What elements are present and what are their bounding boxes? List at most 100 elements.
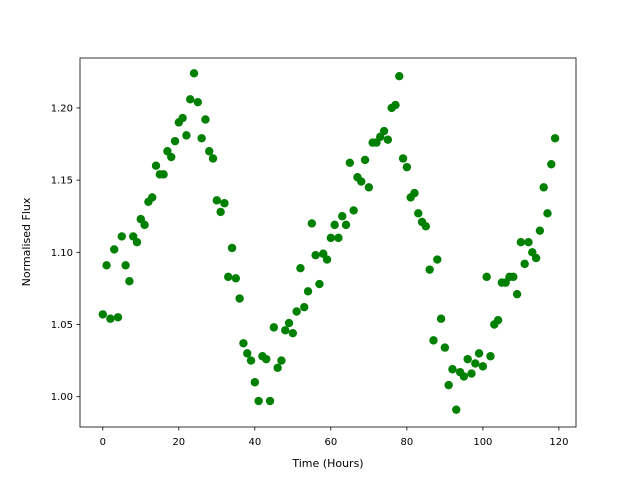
data-point: [398, 154, 408, 163]
data-point: [463, 354, 472, 364]
data-point: [220, 199, 229, 208]
data-point: [330, 220, 339, 230]
data-point: [459, 372, 469, 381]
data-point: [269, 323, 279, 332]
data-point: [216, 207, 225, 217]
data-point: [444, 380, 453, 390]
data-point: [178, 113, 187, 123]
data-point: [197, 134, 206, 143]
data-point: [493, 315, 503, 325]
y-tick-label: 1.00: [51, 392, 73, 403]
x-tick-label: 60: [324, 437, 337, 448]
y-tick-label: 1.05: [51, 320, 73, 331]
data-point: [307, 219, 317, 228]
data-point: [486, 352, 495, 361]
data-point: [539, 183, 548, 192]
data-point: [186, 95, 195, 104]
data-point: [110, 245, 119, 254]
data-point: [531, 253, 541, 263]
data-point: [482, 272, 491, 282]
data-point: [547, 160, 556, 169]
data-point: [140, 220, 149, 230]
data-point: [478, 362, 488, 371]
data-point: [106, 314, 115, 323]
data-point: [345, 158, 355, 168]
data-point: [471, 359, 480, 368]
data-point: [303, 287, 313, 296]
data-point: [349, 206, 358, 215]
data-point: [250, 378, 260, 387]
data-point: [334, 233, 343, 243]
data-point: [512, 289, 522, 299]
data-point: [467, 369, 476, 378]
data-point: [520, 259, 529, 269]
y-tick-label: 1.15: [51, 176, 73, 187]
data-point: [113, 313, 123, 322]
data-point: [148, 193, 157, 202]
data-point: [391, 100, 400, 110]
data-point: [543, 209, 552, 218]
data-point: [311, 251, 320, 260]
data-point: [300, 302, 309, 312]
data-point: [284, 318, 294, 328]
x-tick-label: 40: [248, 437, 261, 448]
data-point: [98, 310, 108, 319]
data-point: [273, 363, 282, 373]
data-point: [414, 209, 423, 218]
data-point: [117, 232, 127, 241]
data-point: [322, 255, 332, 264]
data-point: [246, 356, 256, 365]
data-point: [509, 272, 518, 282]
plot-frame: [79, 57, 577, 428]
x-tick-label: 0: [100, 437, 106, 448]
data-point: [448, 365, 457, 374]
data-point: [296, 263, 305, 273]
data-point: [364, 183, 374, 192]
data-point: [151, 161, 161, 170]
data-point: [243, 349, 252, 358]
data-point: [208, 154, 218, 163]
x-axis-label: Time (Hours): [291, 457, 363, 470]
data-point: [254, 396, 263, 406]
data-point: [315, 279, 324, 289]
data-point: [516, 238, 526, 247]
data-point: [224, 272, 233, 282]
data-point: [262, 354, 271, 364]
data-point: [189, 69, 199, 78]
data-point: [193, 97, 203, 107]
data-point: [421, 222, 431, 231]
data-point: [433, 255, 442, 264]
data-point: [402, 162, 412, 172]
data-point: [452, 405, 461, 414]
data-point: [474, 349, 484, 358]
data-point: [227, 243, 237, 253]
data-point: [383, 135, 393, 144]
data-point: [167, 152, 176, 162]
data-point: [182, 131, 191, 140]
data-point: [125, 276, 134, 286]
data-point: [410, 188, 419, 198]
data-point: [524, 238, 533, 247]
x-tick-label: 80: [400, 437, 413, 448]
data-point: [357, 177, 366, 186]
data-point: [239, 339, 248, 348]
data-point: [265, 396, 275, 406]
y-tick-label: 1.10: [51, 248, 73, 259]
data-point: [440, 343, 450, 352]
data-point: [212, 196, 222, 205]
data-point: [326, 233, 336, 243]
x-tick-label: 100: [473, 437, 492, 448]
data-point: [201, 115, 210, 124]
data-point: [205, 147, 214, 156]
data-point: [360, 155, 370, 165]
data-point: [550, 134, 560, 143]
data-point: [235, 294, 244, 303]
y-tick-label: 1.20: [51, 103, 73, 114]
data-point: [288, 328, 298, 338]
data-point: [292, 307, 301, 316]
data-point: [159, 170, 168, 179]
data-point: [102, 261, 111, 270]
data-point: [277, 356, 286, 365]
x-tick-label: 20: [172, 437, 185, 448]
data-point: [535, 226, 545, 235]
